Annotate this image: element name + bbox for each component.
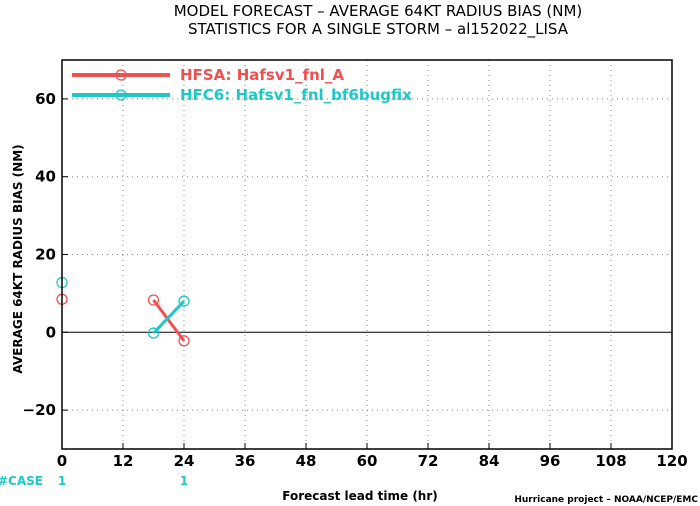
grid-lines (62, 60, 672, 449)
y-tick-label: 0 (46, 323, 56, 341)
y-tick-label: 20 (35, 246, 56, 264)
legend-marker (115, 89, 127, 101)
x-tick-label: 96 (540, 452, 561, 470)
x-tick-label: 48 (296, 452, 317, 470)
y-tick-label: 60 (35, 90, 56, 108)
x-axis-label: Forecast lead time (hr) (282, 489, 438, 503)
y-tick-label: −20 (23, 401, 56, 419)
data-point (178, 295, 190, 307)
chart-subtitle: STATISTICS FOR A SINGLE STORM – al152022… (188, 20, 569, 39)
series-line-0 (152, 299, 186, 342)
legend-label: HFSA: Hafsv1_fnl_A (180, 66, 344, 84)
tick-layer: 0 12 24 36 48 60 72 84 96 108 120 −20 0 20 40 60 (23, 90, 688, 470)
chart-title: MODEL FORECAST – AVERAGE 64KT RADIUS BIA… (174, 2, 583, 20)
legend: HFSA: Hafsv1_fnl_A HFC6: Hafsv1_fnl_bf6bu… (72, 66, 412, 104)
x-tick-label: 120 (656, 452, 687, 470)
x-tick-label: 108 (595, 452, 626, 470)
y-tick-label: 40 (35, 168, 56, 186)
x-tick-label: 0 (57, 452, 67, 470)
legend-label: HFC6: Hafsv1_fnl_bf6bugfix (180, 86, 412, 104)
legend-marker (115, 69, 127, 81)
case-count: 1 (58, 474, 66, 488)
case-count: 1 (180, 474, 188, 488)
data-point (147, 327, 160, 339)
x-tick-label: 84 (479, 452, 500, 470)
y-axis-label: AVERAGE 64KT RADIUS BIAS (NM) (11, 144, 25, 373)
data-point (147, 294, 160, 306)
x-tick-label: 60 (357, 452, 378, 470)
x-tick-label: 72 (418, 452, 439, 470)
case-label: #CASE (0, 474, 43, 488)
x-tick-label: 24 (174, 452, 195, 470)
series-line-1 (152, 300, 186, 335)
x-tick-label: 36 (235, 452, 256, 470)
x-tick-label: 12 (113, 452, 134, 470)
data-point (178, 335, 190, 347)
credit-text: Hurricane project – NOAA/NCEP/EMC (514, 495, 698, 505)
